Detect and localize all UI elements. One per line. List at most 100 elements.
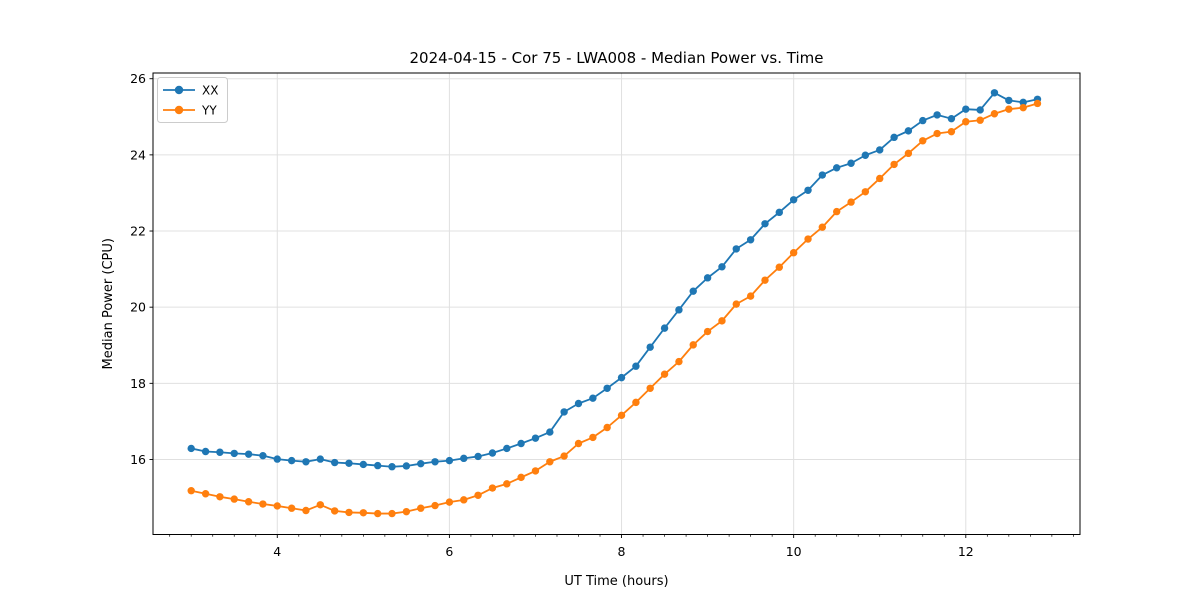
data-point-yy [574, 439, 583, 448]
data-point-xx [703, 274, 712, 282]
data-point-yy [316, 501, 325, 509]
data-point-xx [603, 384, 611, 392]
data-point-xx [589, 394, 597, 402]
data-point-xx [632, 362, 640, 370]
data-point-xx [187, 444, 195, 453]
data-point-xx [818, 171, 827, 179]
data-point-yy [460, 496, 468, 504]
data-point-yy [445, 498, 454, 506]
data-point-yy [1005, 105, 1013, 113]
data-point-yy [775, 263, 783, 271]
data-point-xx [374, 461, 382, 470]
data-point-xx [445, 456, 454, 465]
data-point-xx [402, 462, 411, 470]
legend-label-xx: XX [202, 84, 218, 98]
legend-marker-yy [174, 105, 184, 115]
data-point-xx [431, 458, 439, 466]
data-point-xx [976, 106, 984, 114]
data-point-xx [746, 236, 755, 244]
data-point-xx [675, 306, 683, 314]
data-point-yy [646, 384, 654, 392]
data-point-yy [216, 493, 224, 501]
data-point-yy [388, 509, 396, 518]
data-point-xx [546, 428, 554, 436]
data-point-yy [947, 127, 956, 136]
data-point-xx [660, 324, 669, 332]
data-point-xx [244, 450, 253, 458]
data-point-yy [976, 116, 984, 124]
data-point-xx [488, 449, 497, 457]
data-point-yy [244, 498, 253, 506]
y-tick-label: 26 [130, 71, 146, 86]
data-point-yy [833, 207, 841, 216]
data-point-yy [1033, 99, 1042, 108]
y-tick-label: 24 [130, 147, 146, 162]
data-point-xx [847, 159, 855, 167]
data-point-yy [990, 110, 999, 118]
data-point-xx [230, 449, 238, 458]
x-tick-label: 6 [445, 544, 453, 559]
data-point-xx [259, 451, 267, 460]
plot-border [152, 72, 1081, 535]
series-xx [187, 89, 1042, 471]
data-point-yy [259, 500, 267, 508]
data-point-yy [703, 327, 712, 336]
data-point-yy [617, 411, 626, 420]
data-point-xx [732, 245, 740, 253]
x-tick-label: 10 [786, 544, 802, 559]
data-point-yy [330, 507, 339, 515]
data-point-yy [531, 467, 540, 475]
plot-area [153, 73, 1080, 535]
legend-marker-xx [174, 85, 184, 95]
y-axis-label: Median Power (CPU) [101, 238, 116, 369]
data-point-xx [503, 444, 511, 453]
legend-label-yy: YY [201, 104, 217, 118]
x-tick-label: 4 [273, 544, 281, 559]
data-point-xx [947, 114, 956, 123]
x-minor-ticks [169, 534, 1074, 537]
data-point-xx [574, 399, 583, 408]
data-point-yy [474, 491, 482, 499]
data-point-xx [718, 263, 726, 271]
data-point-xx [330, 458, 339, 467]
data-point-xx [890, 133, 898, 142]
data-point-yy [431, 501, 439, 510]
data-point-yy [804, 235, 812, 243]
data-point-xx [302, 458, 310, 466]
data-point-yy [273, 502, 281, 510]
data-point-xx [216, 448, 224, 456]
data-point-xx [560, 408, 568, 416]
data-point-xx [689, 287, 697, 295]
data-point-yy [732, 300, 740, 308]
data-point-yy [876, 174, 884, 183]
data-point-yy [1019, 103, 1027, 112]
data-point-yy [603, 423, 611, 432]
data-point-xx [617, 373, 626, 382]
data-point-xx [474, 452, 482, 461]
data-point-yy [546, 458, 554, 466]
x-tick-label: 8 [618, 544, 626, 559]
data-point-yy [675, 357, 683, 366]
data-point-yy [818, 223, 827, 231]
x-tick-label: 12 [958, 544, 974, 559]
data-point-yy [962, 118, 970, 126]
y-tick-label: 20 [130, 300, 146, 315]
data-point-xx [933, 111, 941, 119]
data-point-xx [761, 220, 769, 228]
data-point-yy [417, 504, 425, 512]
data-point-yy [560, 452, 568, 460]
legend: XX YY [157, 77, 228, 123]
data-point-yy [660, 370, 669, 378]
data-point-yy [761, 276, 769, 284]
data-point-xx [201, 447, 210, 456]
data-point-xx [417, 459, 425, 468]
data-point-xx [1019, 98, 1027, 107]
data-point-xx [861, 151, 870, 159]
x-axis-label: UT Time (hours) [564, 574, 668, 589]
data-point-xx [919, 116, 927, 125]
data-point-yy [847, 198, 855, 206]
data-point-yy [287, 504, 296, 512]
data-point-yy [488, 484, 497, 492]
data-point-xx [804, 186, 812, 194]
